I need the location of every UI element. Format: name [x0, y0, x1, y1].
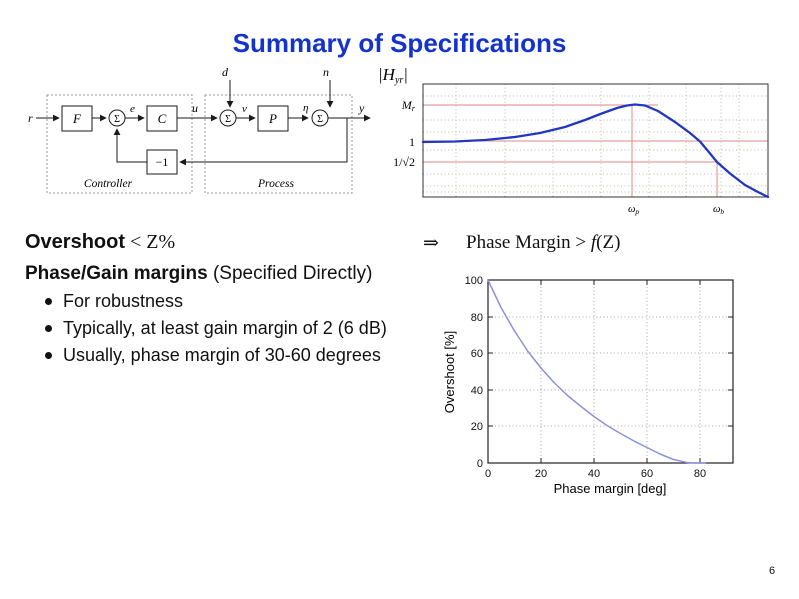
block-minus-one	[146, 149, 178, 175]
freq-gain-curve	[421, 103, 770, 199]
signal-y-label: y	[358, 101, 365, 115]
diagram-wiring	[36, 80, 371, 166]
signal-u-label: u	[192, 101, 198, 115]
block-F	[61, 105, 93, 132]
freq-tick-one: 1	[409, 135, 415, 149]
bullet-text: Usually, phase margin of 30-60 degrees	[63, 345, 381, 365]
process-group-label: Process	[257, 178, 295, 190]
chart-ticks	[488, 280, 733, 463]
phase-margin-text: Phase Margin >	[466, 232, 591, 253]
block-F-label: F	[72, 111, 82, 126]
bullet-gain-margin: Typically, at least gain margin of 2 (6 …	[45, 318, 387, 339]
phase-margin-condition: Phase Margin > f(Z)	[466, 232, 620, 254]
sum-junction-3	[311, 109, 329, 127]
sum-sigma-1: Σ	[114, 114, 120, 125]
overshoot-condition: Overshoot < Z%	[25, 231, 175, 254]
page-number: 6	[769, 565, 776, 577]
freq-plot-box	[422, 83, 769, 198]
specification-statement: Overshoot < Z% ⇒ Phase Margin > f(Z)	[0, 231, 799, 257]
sum-junction-1	[108, 109, 126, 127]
overshoot-inequality: < Z%	[125, 231, 176, 253]
implies-arrow: ⇒	[423, 233, 439, 254]
chart-ylabel: Overshoot [%]	[442, 331, 457, 413]
sum-sigma-3: Σ	[317, 114, 323, 125]
chart-xlabel: Phase margin [deg]	[554, 481, 667, 496]
ytick-80: 80	[471, 312, 483, 324]
freq-tick-omega-p: ωp	[628, 204, 639, 216]
function-f: f	[590, 232, 597, 253]
controller-group-label: Controller	[84, 178, 133, 190]
bullet-robustness: For robustness	[45, 291, 183, 312]
signal-e-label: e	[130, 103, 135, 115]
xtick-20: 20	[535, 468, 547, 480]
signal-d-label: d	[222, 65, 229, 79]
block-P	[257, 105, 289, 132]
xtick-0: 0	[485, 468, 491, 480]
ytick-40: 40	[471, 385, 483, 397]
function-arg: (Z)	[596, 232, 621, 253]
freq-tick-Mr: Mr	[401, 98, 416, 113]
ytick-100: 100	[465, 275, 483, 287]
bullet-text: For robustness	[63, 291, 184, 311]
sum-sigma-2: Σ	[225, 114, 231, 125]
block-P-label: P	[268, 111, 277, 126]
chart-xtick-labels: 0 20 40 60 80	[485, 468, 706, 480]
bullet-icon	[45, 325, 52, 332]
signal-eta-label: η	[303, 102, 308, 114]
chart-grid	[488, 280, 733, 463]
freq-marker-lines	[423, 104, 768, 197]
freq-ylabel: |Hyr|	[378, 65, 408, 86]
xtick-40: 40	[588, 468, 600, 480]
ytick-0: 0	[477, 458, 483, 470]
overshoot-word: Overshoot	[25, 231, 126, 253]
controller-group-box	[46, 94, 193, 194]
bullet-text: Typically, at least gain margin of 2 (6 …	[63, 318, 387, 338]
ytick-60: 60	[471, 348, 483, 360]
margins-heading: Phase/Gain margins (Specified Directly)	[25, 263, 372, 285]
xtick-80: 80	[694, 468, 706, 480]
overshoot-vs-phase-margin-chart: 100 80 60 40 20 0 0 20 40 60 80 Overshoo…	[442, 275, 734, 496]
diagram-blocks	[61, 105, 329, 175]
chart-plot-box	[487, 279, 734, 464]
signal-nu-label: ν	[242, 103, 247, 115]
chart-ytick-labels: 100 80 60 40 20 0	[465, 275, 483, 470]
bullet-icon	[45, 298, 52, 305]
block-C	[146, 105, 178, 132]
process-group-box	[204, 94, 353, 194]
signal-n-label: n	[323, 65, 329, 79]
freq-tick-omega-b: ωb	[713, 204, 724, 216]
margins-heading-bold: Phase/Gain margins	[25, 263, 208, 284]
ytick-20: 20	[471, 421, 483, 433]
sum-junction-2	[219, 109, 237, 127]
frequency-response-plot: |Hyr| Mr 1 1/√2 ωp ωb	[378, 65, 770, 216]
overshoot-curve	[487, 279, 706, 464]
xtick-60: 60	[641, 468, 653, 480]
bullet-icon	[45, 352, 52, 359]
freq-tick-sqrt2: 1/√2	[393, 155, 415, 169]
block-C-label: C	[158, 111, 167, 126]
slide-title: Summary of Specifications	[232, 28, 567, 58]
control-block-diagram: F C P −1 Σ Σ Σ r e u ν η d n y Controlle…	[28, 65, 371, 194]
signal-r-label: r	[28, 111, 33, 125]
margins-heading-rest: (Specified Directly)	[207, 263, 373, 284]
block-minus-one-label: −1	[156, 155, 169, 169]
bullet-phase-margin: Usually, phase margin of 30-60 degrees	[45, 345, 381, 366]
